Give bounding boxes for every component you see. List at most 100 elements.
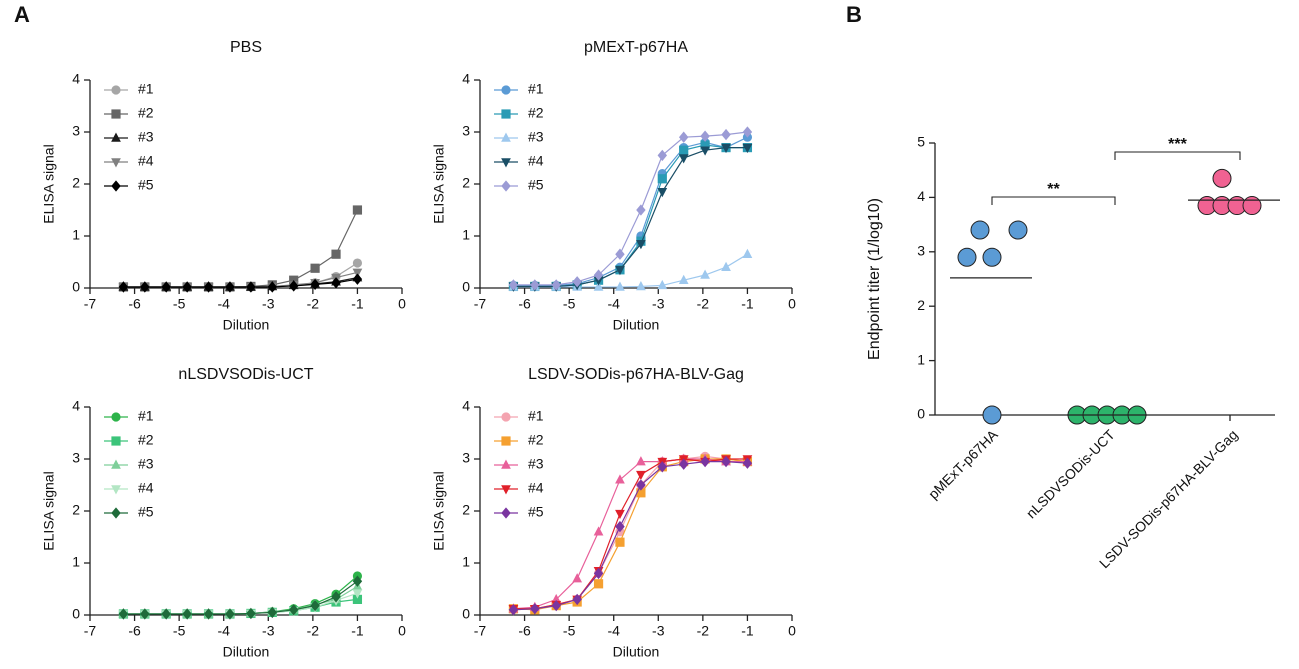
legend-label: #1: [528, 408, 544, 424]
data-point: [161, 281, 171, 293]
data-point: [678, 458, 689, 470]
y-tick-label: 0: [72, 279, 80, 295]
data-point: [593, 269, 604, 281]
legend-marker: [111, 132, 121, 142]
y-tick-label: 4: [72, 398, 80, 414]
data-point: [118, 281, 129, 293]
legend-label: #4: [528, 153, 544, 169]
y-tick-label: 3: [917, 243, 925, 259]
data-point: [657, 461, 668, 473]
y-tick-label: 2: [462, 502, 470, 518]
data-point: [742, 143, 753, 154]
x-tick-label: -2: [697, 296, 710, 312]
legend-marker: [501, 412, 511, 422]
legend-marker: [111, 180, 121, 192]
series-line: [513, 131, 748, 286]
data-point: [742, 248, 753, 258]
x-tick-label: -5: [563, 623, 576, 639]
x-tick-label: -5: [173, 623, 186, 639]
x-tick-label: 0: [398, 623, 406, 639]
significance-bracket: [991, 196, 1116, 205]
data-point: [203, 608, 214, 620]
data-point: [593, 281, 604, 291]
data-point: [700, 146, 710, 156]
y-tick-label: 1: [917, 351, 925, 367]
series-line: [513, 455, 748, 611]
x-tick-label: -7: [84, 296, 97, 312]
data-point: [657, 279, 668, 290]
legend-label: #5: [138, 504, 154, 520]
y-axis-label: ELISA signal: [41, 471, 57, 550]
data-point: [352, 258, 363, 268]
data-point: [267, 606, 278, 619]
data-point: [700, 455, 710, 468]
significance-label: ***: [1168, 136, 1187, 153]
x-tick-label: -1: [351, 296, 364, 312]
x-tick-label: -5: [173, 296, 186, 312]
data-point: [310, 263, 320, 273]
series-line: [123, 209, 358, 288]
data-point: [615, 266, 625, 276]
data-point: [700, 269, 710, 279]
data-point: [203, 281, 214, 293]
series-line: [123, 580, 358, 615]
chart-title: pMExT-p67HA: [584, 39, 688, 56]
data-point: [615, 248, 625, 260]
y-tick-label: 1: [462, 227, 470, 243]
legend-marker: [501, 109, 511, 119]
x-tick-label: -6: [128, 296, 141, 312]
y-axis-label: ELISA signal: [431, 144, 447, 223]
chart-title: nLSDVSODis-UCT: [178, 366, 313, 383]
x-tick-label: -1: [741, 623, 754, 639]
data-point: [572, 593, 582, 606]
x-tick-label: -3: [652, 623, 665, 639]
series-line: [513, 461, 748, 611]
x-tick-label: -4: [607, 296, 620, 312]
legend-marker: [501, 180, 511, 192]
data-point: [267, 281, 278, 293]
data-point: [530, 603, 540, 615]
x-tick-label: -2: [307, 623, 320, 639]
legend-label: #1: [528, 81, 544, 97]
series-line: [123, 277, 358, 288]
data-point: [615, 520, 625, 533]
x-tick-label: -3: [262, 296, 275, 312]
legend-marker: [111, 158, 121, 168]
data-point: [970, 220, 990, 240]
data-point: [636, 479, 646, 491]
y-tick-label: 3: [462, 123, 470, 139]
data-point: [657, 174, 667, 184]
x-tick-label: -5: [563, 296, 576, 312]
data-point: [636, 204, 646, 216]
y-tick-label: 3: [462, 450, 470, 466]
legend-label: #3: [138, 129, 154, 145]
x-axis-label: Dilution: [223, 317, 270, 333]
data-point: [678, 274, 689, 284]
legend-label: #4: [138, 480, 154, 496]
y-tick-label: 3: [72, 450, 80, 466]
x-tick-label: -7: [474, 296, 487, 312]
data-point: [657, 188, 668, 198]
y-tick-label: 4: [72, 71, 80, 87]
data-point: [982, 247, 1002, 267]
data-point: [572, 573, 583, 583]
data-point: [1008, 220, 1028, 240]
data-point: [679, 145, 689, 155]
data-point: [742, 457, 753, 469]
panel-label: A: [14, 2, 30, 27]
data-point: [593, 567, 604, 580]
data-point: [615, 474, 625, 484]
data-point: [1212, 168, 1232, 188]
y-tick-label: 2: [72, 502, 80, 518]
legend-marker: [111, 507, 121, 519]
data-point: [352, 575, 363, 587]
series-line: [123, 271, 358, 288]
data-point: [352, 268, 363, 278]
y-tick-label: 2: [72, 175, 80, 191]
data-point: [636, 456, 646, 466]
data-point: [508, 279, 519, 291]
y-tick-label: 4: [462, 71, 470, 87]
x-tick-label: -3: [262, 623, 275, 639]
legend-marker: [501, 507, 511, 519]
y-tick-label: 4: [462, 398, 470, 414]
